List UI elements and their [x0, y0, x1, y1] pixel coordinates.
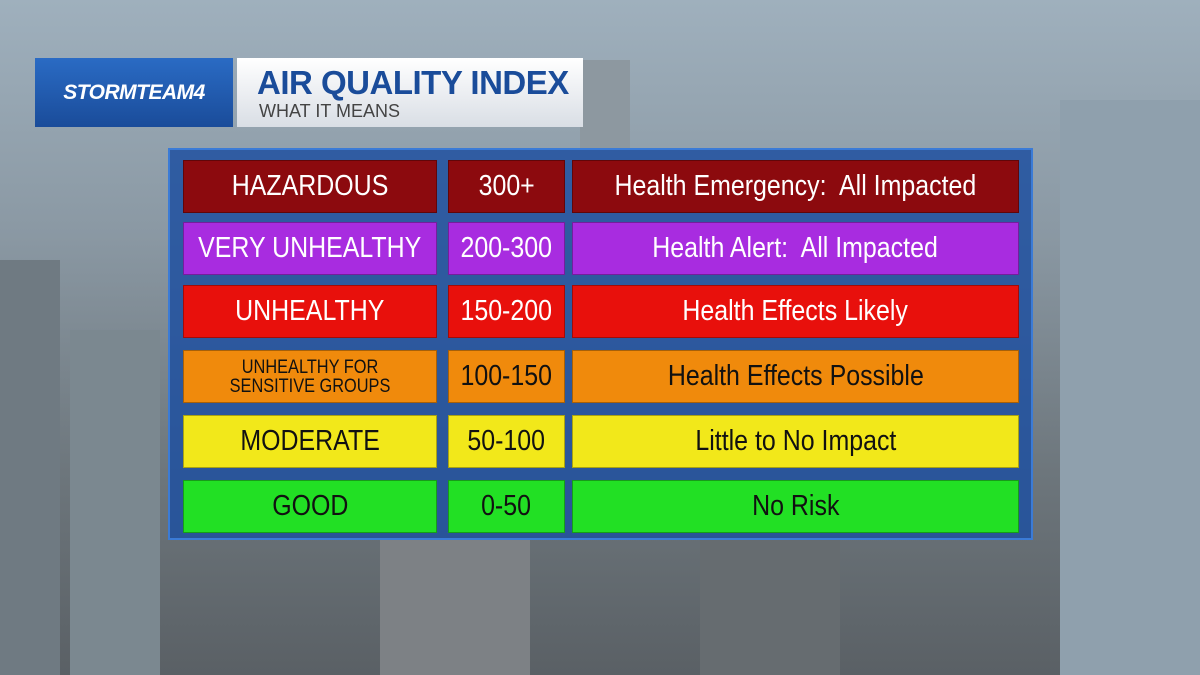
aqi-category-cell: UNHEALTHY — [183, 285, 437, 338]
aqi-range-cell: 100-150 — [448, 350, 565, 403]
aqi-category: VERY UNHEALTHY — [198, 232, 422, 264]
aqi-description: No Risk — [751, 490, 840, 522]
aqi-description-cell: Little to No Impact — [572, 415, 1019, 468]
aqi-category-cell: VERY UNHEALTHY — [183, 222, 437, 275]
aqi-description-cell: No Risk — [572, 480, 1019, 533]
aqi-description-cell: Health Effects Likely — [572, 285, 1019, 338]
aqi-category: UNHEALTHY — [235, 295, 385, 327]
aqi-description-cell: Health Effects Possible — [572, 350, 1019, 403]
aqi-range: 0-50 — [481, 490, 532, 522]
aqi-description: Health Emergency: All Impacted — [614, 170, 977, 202]
aqi-range-cell: 50-100 — [448, 415, 565, 468]
aqi-description: Health Effects Possible — [667, 360, 924, 392]
aqi-range: 200-300 — [460, 232, 553, 264]
aqi-category-cell: GOOD — [183, 480, 437, 533]
aqi-range-cell: 200-300 — [448, 222, 565, 275]
aqi-range-cell: 150-200 — [448, 285, 565, 338]
aqi-category: HAZARDOUS — [231, 170, 389, 202]
building — [380, 540, 530, 675]
aqi-range-cell: 0-50 — [448, 480, 565, 533]
aqi-category: MODERATE — [240, 425, 380, 457]
building — [1060, 100, 1200, 675]
aqi-range: 150-200 — [460, 295, 553, 327]
building — [0, 260, 60, 675]
aqi-category-cell: MODERATE — [183, 415, 437, 468]
building — [70, 330, 160, 675]
aqi-category-cell: HAZARDOUS — [183, 160, 437, 213]
aqi-category-cell: UNHEALTHY FOR SENSITIVE GROUPS — [183, 350, 437, 403]
aqi-description: Health Effects Likely — [682, 295, 909, 327]
aqi-description: Health Alert: All Impacted — [652, 232, 939, 264]
building — [700, 540, 840, 675]
aqi-range: 50-100 — [467, 425, 546, 457]
aqi-category: UNHEALTHY FOR SENSITIVE GROUPS — [229, 356, 391, 397]
aqi-table: HAZARDOUS 300+ Health Emergency: All Impac… — [168, 148, 1033, 540]
aqi-range: 300+ — [478, 170, 535, 202]
brand-logo: STORMTEAM4 — [35, 58, 233, 127]
title-box: AIR QUALITY INDEX WHAT IT MEANS — [237, 58, 583, 127]
aqi-range-cell: 300+ — [448, 160, 565, 213]
aqi-description-cell: Health Emergency: All Impacted — [572, 160, 1019, 213]
aqi-range: 100-150 — [460, 360, 553, 392]
title: AIR QUALITY INDEX — [257, 64, 569, 101]
aqi-description: Little to No Impact — [695, 425, 896, 457]
aqi-description-cell: Health Alert: All Impacted — [572, 222, 1019, 275]
aqi-category: GOOD — [271, 490, 349, 522]
building — [580, 60, 630, 150]
subtitle: WHAT IT MEANS — [259, 101, 401, 121]
